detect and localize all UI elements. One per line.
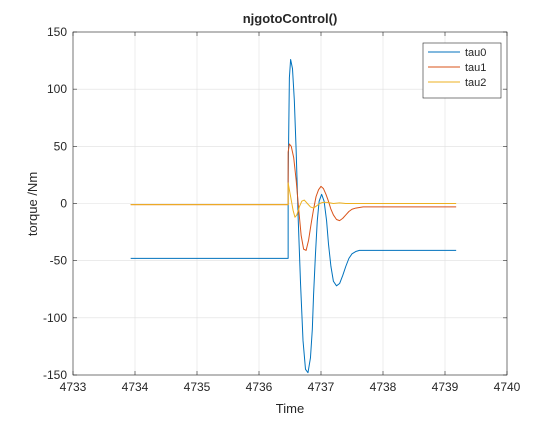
y-tick-label: 0 [60,197,67,211]
x-tick-label: 4738 [370,380,397,394]
x-tick-label: 4734 [122,380,149,394]
series-line-tau1 [130,143,457,251]
series-line-tau2 [130,182,457,218]
x-tick-label: 4736 [246,380,273,394]
y-tick-label: -100 [43,311,67,325]
x-tick-label: 4740 [494,380,521,394]
y-tick-label: -150 [43,368,67,382]
axis-ticks: 4733 4734 4735 4736 4737 4738 4739 4740 -150 -100… [43,25,521,394]
y-tick-label: 50 [54,139,68,153]
x-tick-label: 4737 [308,380,335,394]
chart-title: njgotoControl() [243,11,338,26]
legend: tau0 tau1 tau2 [422,42,502,99]
y-tick-label: -50 [50,254,68,268]
x-tick-label: 4739 [432,380,459,394]
series-lines [130,58,457,374]
x-tick-label: 4733 [60,380,87,394]
x-tick-label: 4735 [184,380,211,394]
legend-label-tau1: tau1 [465,62,486,74]
legend-label-tau2: tau2 [465,77,486,89]
y-axis-label: torque /Nm [25,172,40,236]
series-line-tau0 [130,58,457,374]
legend-label-tau0: tau0 [465,47,486,59]
legend-box [422,42,502,99]
x-axis-label: Time [276,401,304,416]
y-tick-label: 150 [47,25,67,39]
y-tick-label: 100 [47,82,67,96]
